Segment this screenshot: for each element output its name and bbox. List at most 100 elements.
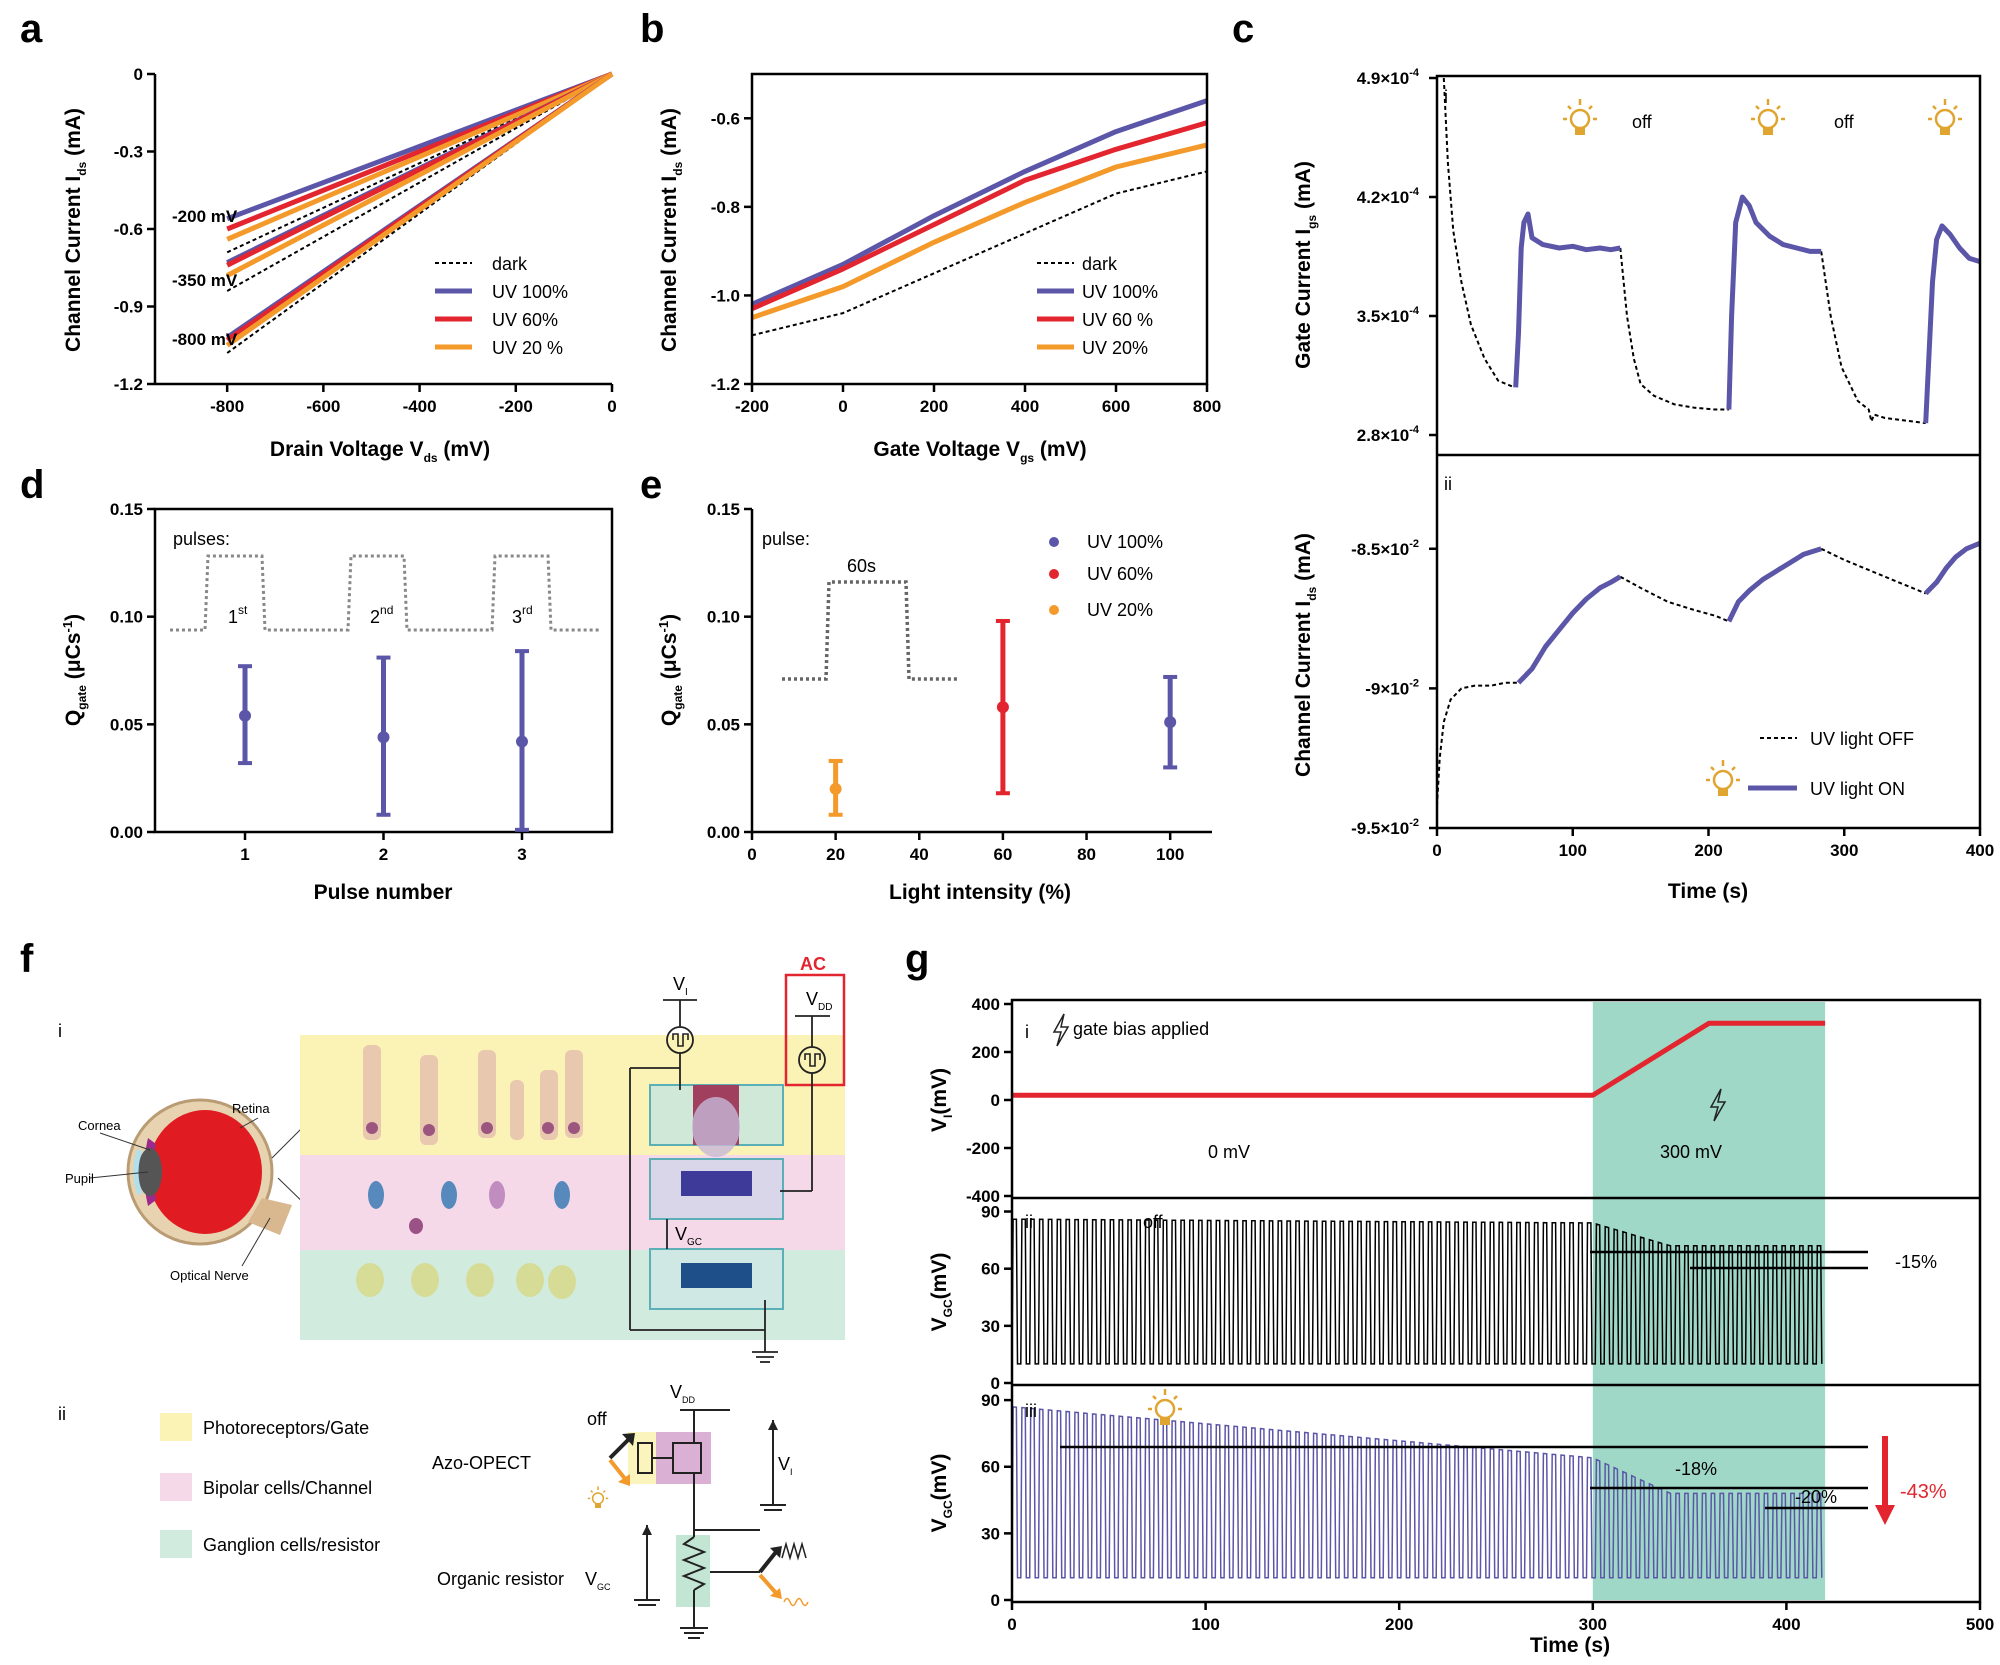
series-line-uv-20-	[751, 142, 1208, 320]
series-line-top-on	[1923, 223, 1981, 424]
x-axis-label-g: Time (s)	[1530, 1634, 1610, 1657]
series-line-uv-20-800-mv	[225, 71, 614, 348]
series-line-bottom-on	[1923, 540, 1981, 596]
annotation-200mv: -200 mV	[172, 207, 238, 226]
series-line-bottom-off	[1619, 575, 1730, 623]
data-point	[515, 735, 528, 748]
c-bottom-ytick-label: -8.5×10-2	[1351, 538, 1419, 559]
b-ytick-label: -0.8	[711, 198, 740, 217]
g-xtick-label: 100	[1191, 1615, 1219, 1634]
panel-d-xtick-label: 3	[517, 845, 526, 864]
legend-a-uv100: UV 100%	[492, 282, 568, 302]
lightning-icon	[1053, 1013, 1069, 1047]
panel-label-f: f	[20, 937, 34, 981]
inset-title-d: pulses:	[173, 529, 230, 549]
bulb-icon	[587, 1485, 609, 1509]
percent-18: -18%	[1675, 1459, 1717, 1479]
legend-f-ganglion: Ganglion cells/resistor	[203, 1535, 380, 1555]
legend-e-uv100: UV 100%	[1087, 532, 1163, 552]
panel-e-ytick-label: 0.05	[707, 715, 740, 734]
roman-g-ii: ii	[1025, 1212, 1033, 1232]
g-3-ytick-label: 0	[991, 1591, 1000, 1610]
g-2-ytick-label: 60	[981, 1260, 1000, 1279]
panel-label-c: c	[1232, 7, 1254, 51]
a-xtick-label: -800	[210, 397, 244, 416]
roman-g-iii: iii	[1025, 1401, 1037, 1421]
legend-a: dark UV 100% UV 60% UV 20 %	[435, 254, 568, 358]
panel-e-xtick-label: 80	[1077, 845, 1096, 864]
panel-e-ytick-label: 0.15	[707, 500, 740, 519]
bulb-icon	[1749, 97, 1787, 137]
ordinal-1: 1st	[228, 603, 248, 627]
ordinal-3: 3rd	[512, 603, 533, 627]
annotation-350mv: -350 mV	[172, 271, 238, 290]
legend-a-dark: dark	[492, 254, 528, 274]
c-top-ytick-label: 3.5×10-4	[1357, 305, 1420, 326]
c-top-ytick-label: 2.8×10-4	[1357, 424, 1420, 445]
panel-label-b: b	[640, 7, 664, 51]
legend-b: dark UV 100% UV 60 % UV 20%	[1037, 254, 1158, 358]
a-xtick-label: -200	[499, 397, 533, 416]
legend-e-uv20: UV 20%	[1087, 600, 1153, 620]
legend-e: UV 100% UV 60% UV 20%	[1049, 532, 1163, 620]
y-axis-label-g-1: VI(mV)	[928, 1068, 955, 1132]
bottom-vi: VI	[778, 1454, 793, 1477]
device-stack	[649, 1084, 784, 1310]
series-line-bottom-on	[1726, 546, 1822, 623]
g-2-ytick-label: 0	[991, 1374, 1000, 1393]
circuit-off-label: off	[587, 1409, 608, 1429]
g-3-ytick-label: 60	[981, 1458, 1000, 1477]
c-xtick-label: 200	[1694, 841, 1722, 860]
percent-20: -20%	[1795, 1487, 1837, 1507]
panel-d-ytick-label: 0.15	[110, 500, 143, 519]
off-label-1: off	[1632, 112, 1653, 132]
oscillation-line-on	[1011, 1406, 1823, 1579]
roman-f-ii: ii	[58, 1404, 66, 1424]
a-ytick-label: 0	[134, 65, 143, 84]
y-axis-label-c-top: Gate Current Igs (mA)	[1292, 161, 1319, 369]
inset-duration-e: 60s	[847, 556, 876, 576]
series-line-bottom-on	[1516, 574, 1622, 685]
legend-b-uv20: UV 20%	[1082, 338, 1148, 358]
series-line-vi	[1012, 1020, 1826, 1098]
a-ytick-label: -0.3	[114, 143, 143, 162]
bottom-vgc: VGC	[585, 1569, 611, 1592]
panel-e-ytick-label: 0.00	[707, 823, 740, 842]
circuit-vgc: VGC	[675, 1224, 702, 1248]
panel-g-chart: 0 100 200 300 400 5004002000-200-400030609003…	[928, 995, 1994, 1657]
panel-d-chart: pulses: 1st 2nd 3rd 1 2 30.000.050.100.15 …	[60, 500, 614, 904]
panel-d-ytick-label: 0.10	[110, 608, 143, 627]
off-label-2: off	[1834, 112, 1855, 132]
series-line-bottom-off	[1820, 547, 1927, 595]
legend-b-dark: dark	[1082, 254, 1118, 274]
eye-label-cornea: Cornea	[78, 1118, 121, 1133]
legend-f-bipolar: Bipolar cells/Channel	[203, 1478, 372, 1498]
series-line-uv-60-	[750, 120, 1208, 311]
data-point	[239, 709, 252, 722]
circuit-vi: VI	[673, 974, 688, 998]
retina-cells	[356, 1045, 583, 1299]
g-3-ytick-label: 30	[981, 1524, 1000, 1543]
eye-label-optical-nerve: Optical Nerve	[170, 1268, 249, 1283]
annotation-800mv: -800 mV	[172, 330, 238, 349]
c-xtick-label: 300	[1830, 841, 1858, 860]
bulb-icon	[1561, 97, 1599, 137]
y-axis-label-d: Qgate (μCs-1)	[60, 614, 89, 726]
b-xtick-label: -200	[735, 397, 769, 416]
y-axis-label-g-2: VGC(mV)	[928, 1253, 955, 1332]
a-ytick-label: -0.6	[114, 220, 143, 239]
legend-b-uv60: UV 60 %	[1082, 310, 1153, 330]
legend-e-uv60: UV 60%	[1087, 564, 1153, 584]
panel-b-chart: -200 0 200 400 600 800 -0.6 -0.8 -1.0 -1.2 dark U…	[658, 72, 1221, 465]
b-ytick-label: -0.6	[711, 109, 740, 128]
x-axis-label-b: Gate Voltage Vgs (mV)	[873, 438, 1086, 465]
g-xtick-label: 300	[1579, 1615, 1607, 1634]
percent-guides	[1060, 1250, 1868, 1510]
series-line-top-off	[1619, 247, 1729, 411]
bulb-icon	[1704, 758, 1742, 798]
a-xtick-label: 0	[607, 397, 616, 416]
b-ytick-label: -1.0	[711, 286, 740, 305]
g-xtick-label: 200	[1385, 1615, 1413, 1634]
panel-d-ytick-label: 0.05	[110, 715, 143, 734]
c-bottom-ytick-label: -9.5×10-2	[1351, 817, 1419, 838]
